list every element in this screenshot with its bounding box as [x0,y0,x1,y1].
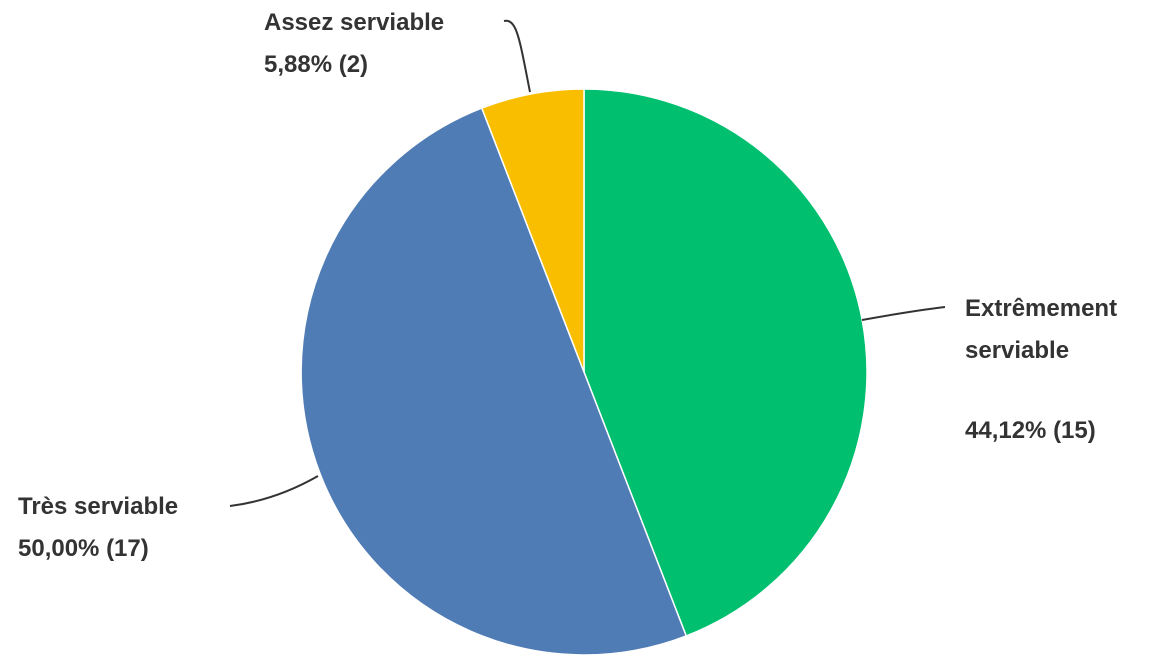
value-assez-serviable: 5,88% (2) [264,51,368,78]
pie-slices [300,88,868,656]
label-tres-serviable: Très serviable [18,493,178,520]
pie-slice-assez-serviable [480,88,585,373]
label-extremement-serviable-line2: serviable [965,337,1069,364]
leader-line-extremement-serviable [861,306,946,321]
label-assez-serviable: Assez serviable [264,9,444,36]
leader-line-tres-serviable [229,475,319,507]
slice-labels: Extrêmement serviable 44,12% (15) Très s… [18,9,1117,562]
value-extremement-serviable: 44,12% (15) [965,417,1096,444]
value-tres-serviable: 50,00% (17) [18,535,149,562]
pie-slice-tres-serviable [300,107,688,656]
leader-line-assez-serviable [503,19,531,93]
leader-lines [229,19,946,507]
label-extremement-serviable-line1: Extrêmement [965,295,1117,322]
